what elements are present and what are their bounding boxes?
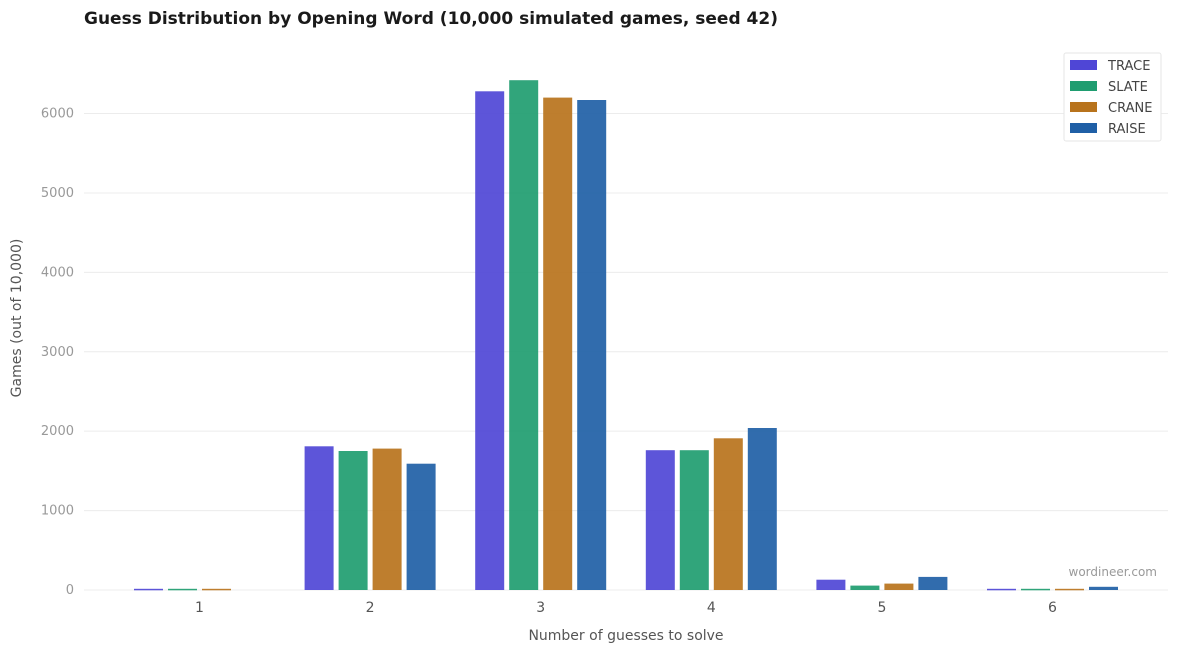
- bar-raise-4: [747, 428, 777, 590]
- chart-title: Guess Distribution by Opening Word (10,0…: [84, 9, 778, 29]
- bars: [134, 80, 1118, 591]
- x-tick-label: 4: [707, 600, 716, 616]
- bar-trace-6: [987, 588, 1016, 591]
- y-tick-label: 3000: [41, 345, 74, 360]
- bar-crane-2: [372, 448, 402, 590]
- bar-trace-2: [304, 446, 334, 590]
- bar-crane-5: [884, 583, 914, 590]
- bar-slate-3: [509, 80, 539, 590]
- legend: TRACE SLATE CRANE RAISE: [1063, 52, 1162, 142]
- bar-raise-6: [1089, 586, 1118, 590]
- y-axis-ticks: 0 1000 2000 3000 4000 5000 6000: [41, 107, 74, 598]
- bar-slate-4: [679, 450, 709, 590]
- watermark-text: wordineer.com: [1069, 565, 1157, 579]
- y-tick-label: 6000: [41, 107, 74, 122]
- bar-trace-4: [645, 450, 675, 590]
- bar-raise-5: [918, 576, 948, 590]
- legend-swatch-crane: [1070, 102, 1097, 112]
- x-tick-label: 2: [366, 600, 375, 616]
- legend-label-trace: TRACE: [1107, 59, 1150, 74]
- y-axis-label: Games (out of 10,000): [9, 239, 25, 398]
- gridlines: [84, 113, 1168, 591]
- legend-swatch-trace: [1070, 60, 1097, 70]
- legend-swatch-slate: [1070, 81, 1097, 91]
- bar-raise-2: [406, 463, 436, 590]
- legend-swatch-raise: [1070, 123, 1097, 133]
- bar-slate-6: [1021, 588, 1050, 591]
- y-tick-label: 4000: [41, 265, 74, 280]
- bar-trace-1: [134, 588, 163, 591]
- y-tick-label: 2000: [41, 424, 74, 439]
- y-tick-label: 0: [66, 583, 74, 598]
- bar-slate-1: [168, 588, 197, 591]
- x-tick-label: 5: [877, 600, 886, 616]
- y-tick-label: 1000: [41, 504, 74, 519]
- bar-crane-6: [1055, 588, 1084, 591]
- bar-crane-3: [543, 97, 573, 590]
- bar-crane-4: [713, 438, 743, 590]
- legend-label-crane: CRANE: [1108, 101, 1152, 116]
- bar-slate-2: [338, 451, 368, 590]
- x-tick-label: 3: [536, 600, 545, 616]
- legend-label-raise: RAISE: [1108, 122, 1146, 137]
- x-tick-label: 6: [1048, 600, 1057, 616]
- bar-trace-5: [816, 579, 846, 590]
- bar-slate-5: [850, 585, 880, 590]
- bar-trace-3: [475, 91, 505, 591]
- legend-label-slate: SLATE: [1108, 80, 1148, 95]
- bar-raise-3: [577, 100, 607, 590]
- bar-crane-1: [202, 588, 231, 591]
- y-tick-label: 5000: [41, 186, 74, 201]
- x-axis-label: Number of guesses to solve: [528, 628, 723, 644]
- x-axis-ticks: 1 2 3 4 5 6: [195, 600, 1057, 616]
- x-tick-label: 1: [195, 600, 204, 616]
- legend-box: [1063, 52, 1162, 142]
